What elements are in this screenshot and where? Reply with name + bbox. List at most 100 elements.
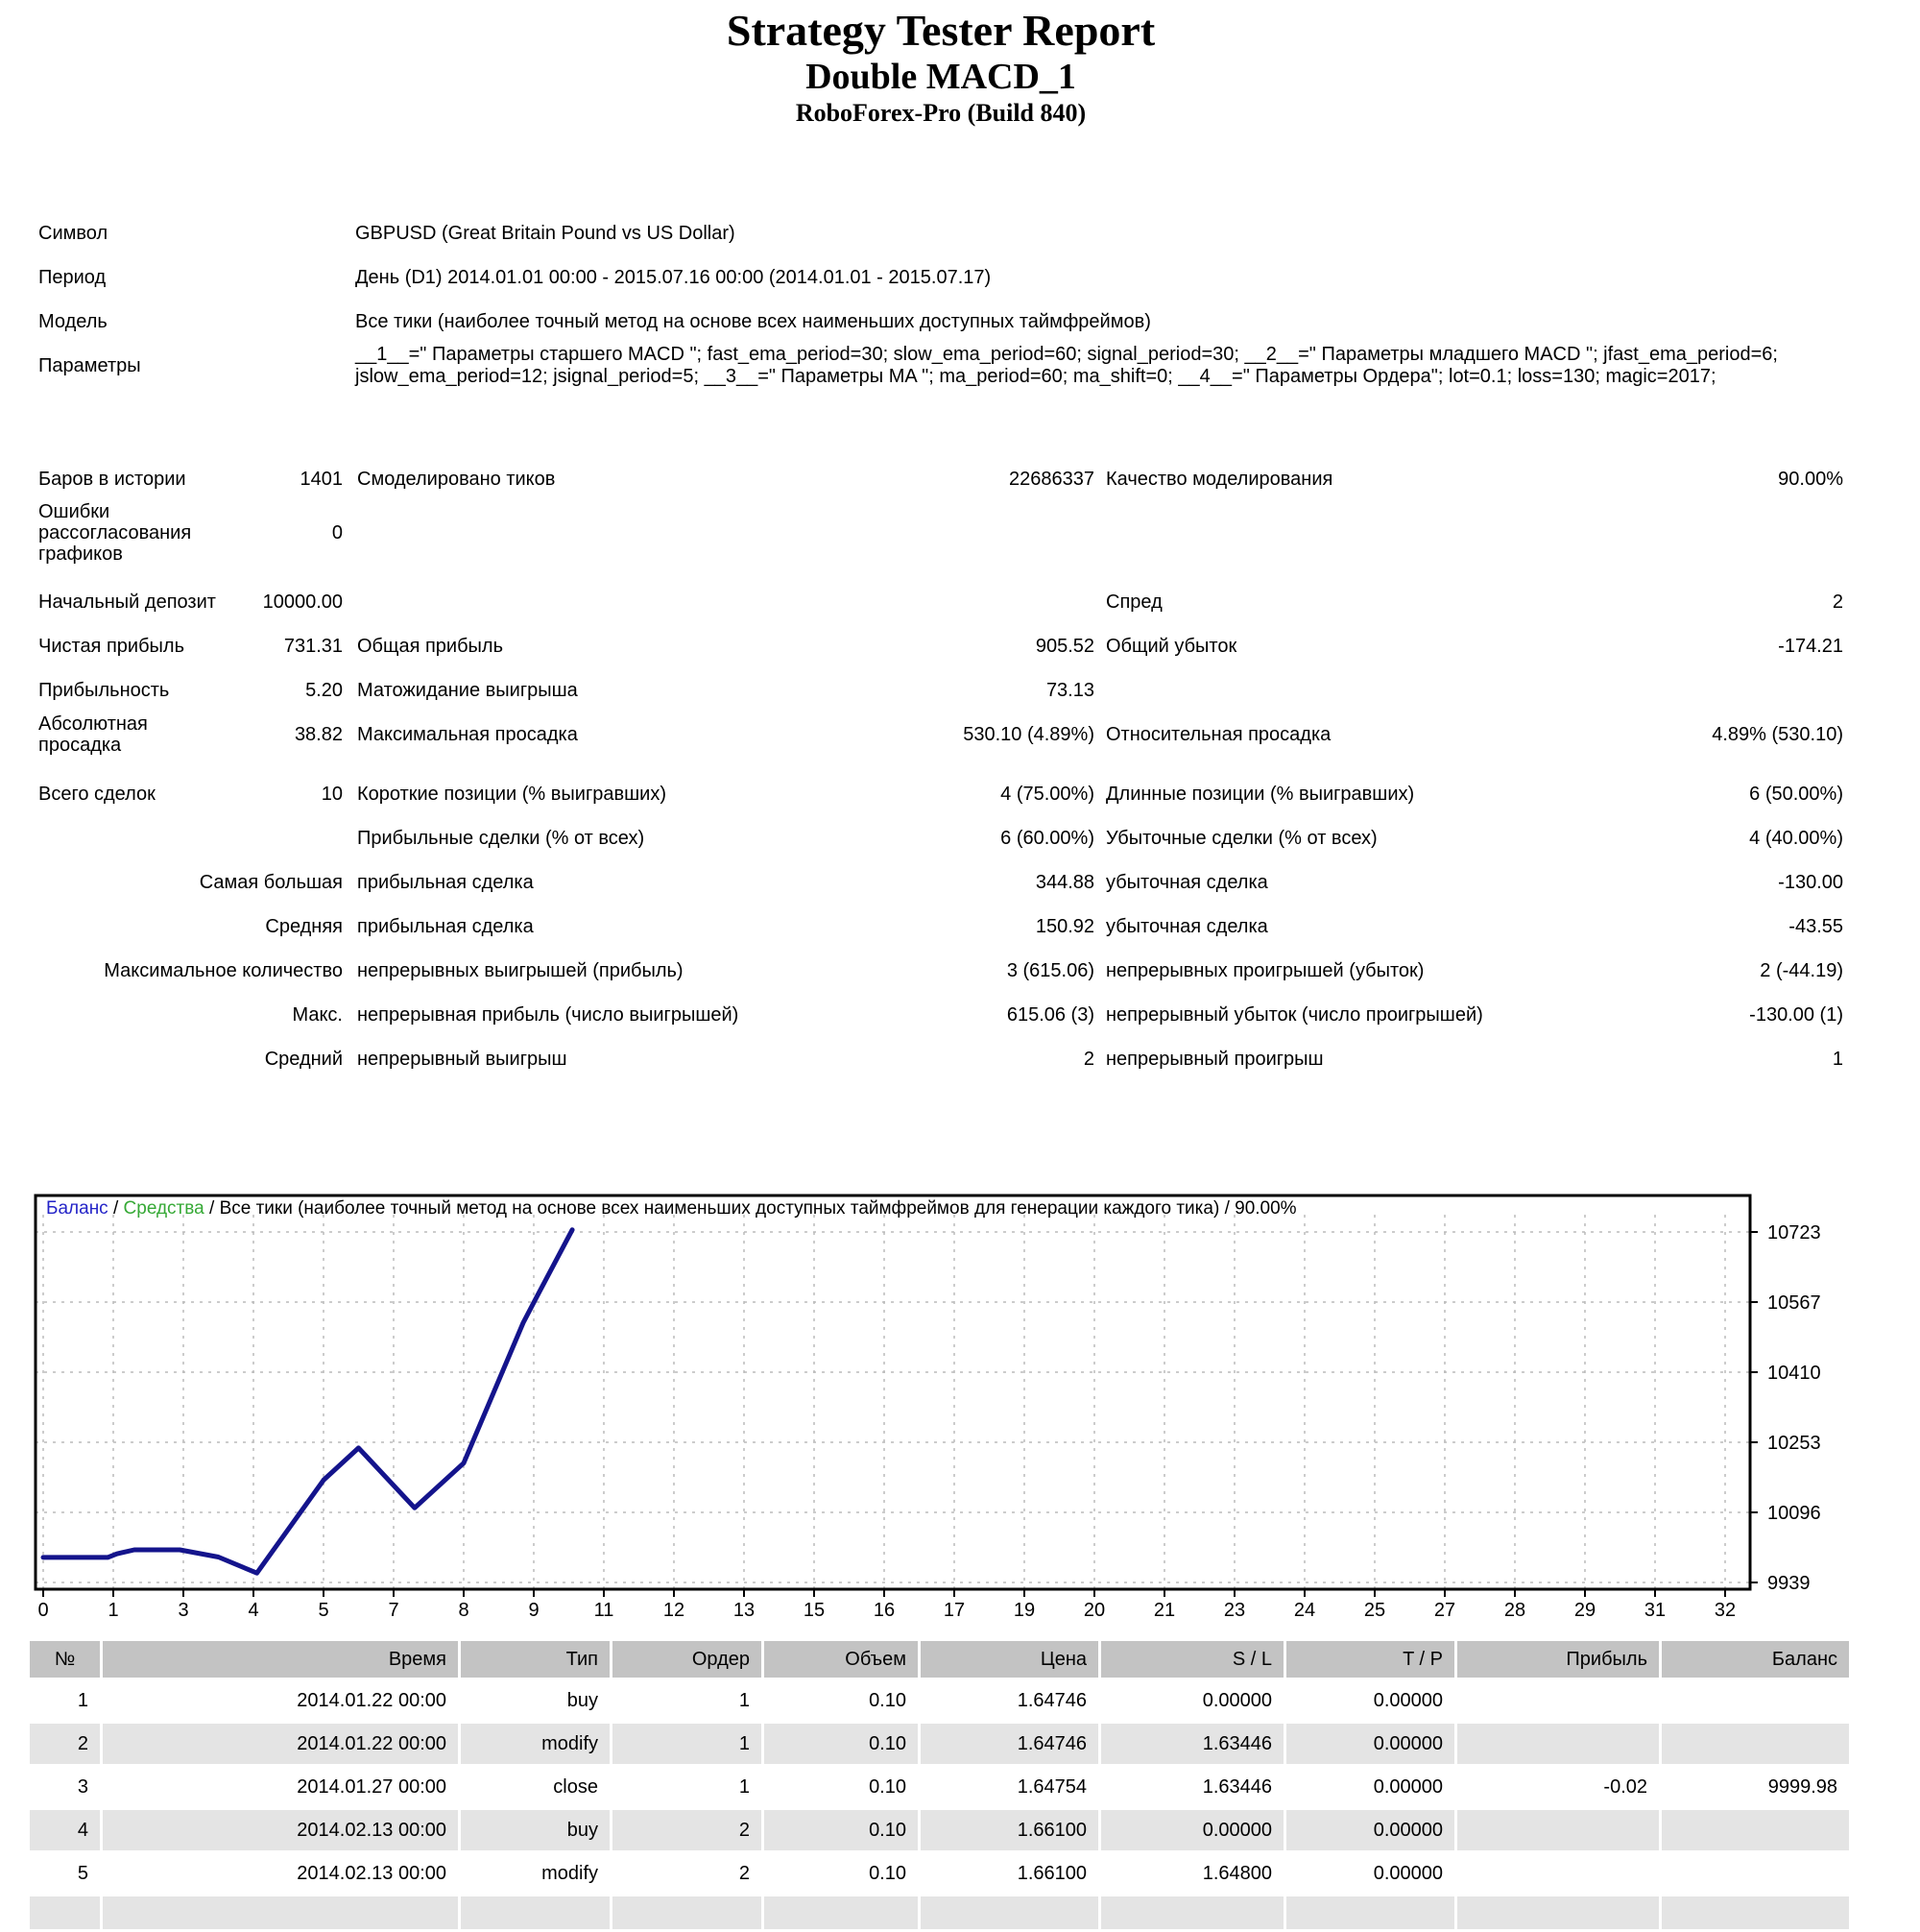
stat-label: убыточная сделка — [1106, 872, 1268, 893]
x-tick-label: 1 — [108, 1600, 118, 1621]
x-tick-label: 4 — [248, 1600, 258, 1621]
stat-cell: Чистая прибыль 731.31 — [38, 636, 343, 658]
stat-label: Прибыльные сделки (% от всех) — [357, 827, 645, 849]
info-value: GBPUSD (Great Britain Pound vs US Dollar… — [355, 222, 735, 244]
table-cell: buy — [461, 1680, 610, 1721]
info-value: День (D1) 2014.01.01 00:00 - 2015.07.16 … — [355, 266, 992, 288]
stat-value: 731.31 — [283, 635, 343, 657]
table-cell — [612, 1896, 761, 1929]
y-tick-label: 10410 — [1767, 1363, 1821, 1384]
table-header-cell: Время — [103, 1641, 458, 1678]
table-row — [30, 1896, 1849, 1929]
stat-cell: Макс. — [38, 1004, 343, 1026]
table-header-cell: S / L — [1101, 1641, 1284, 1678]
stat-label: Самая большая — [199, 872, 343, 893]
stat-label: Ошибки рассогласования графиков — [38, 501, 192, 565]
table-cell: 0.00000 — [1286, 1853, 1454, 1894]
stat-value: 1401 — [300, 468, 344, 490]
stat-row: Ошибки рассогласования графиков 0 — [0, 501, 1920, 565]
stat-cell: Всего сделок 10 — [38, 784, 343, 806]
stat-label: непрерывный выигрыш — [357, 1048, 567, 1070]
table-cell — [1662, 1680, 1849, 1721]
stat-cell: Абсолютная просадка 38.82 — [38, 713, 343, 756]
stat-label: прибыльная сделка — [357, 915, 534, 937]
stat-value: 10 — [321, 783, 343, 805]
table-cell: 2014.01.22 00:00 — [103, 1724, 458, 1764]
stat-label: непрерывный проигрыш — [1106, 1049, 1324, 1070]
table-cell — [1662, 1724, 1849, 1764]
stat-value: -130.00 — [1778, 871, 1843, 893]
info-label: Период — [38, 266, 107, 288]
table-cell — [1662, 1853, 1849, 1894]
table-cell: 3 — [30, 1767, 100, 1807]
chart-canvas: 0 1 3 4 5 7 8 9 11 12 13 15 16 17 19 20 21 23 24 25 27 28 29 31… — [34, 1194, 1821, 1621]
stat-value: 10000.00 — [262, 591, 343, 613]
table-cell: 2 — [612, 1810, 761, 1850]
legend-model-text: Все тики (наиболее точный метод на основ… — [219, 1198, 1297, 1219]
stat-row: Прибыльность 5.20 Матожидание выигрыша 73.1… — [0, 668, 1920, 712]
x-tick-label: 29 — [1574, 1600, 1596, 1621]
statistics-block: Баров в истории 1401 Смоделировано тиков 22… — [0, 457, 1920, 1097]
report-header: Strategy Tester Report Double MACD_1 Rob… — [0, 6, 1882, 129]
stat-value: 3 (615.06) — [1006, 959, 1094, 981]
y-tick-label: 10567 — [1767, 1292, 1821, 1314]
table-cell — [461, 1896, 610, 1929]
stat-value: 1 — [1832, 1048, 1843, 1070]
stat-label: Общий убыток — [1106, 636, 1237, 657]
stat-label: Максимальное количество — [104, 960, 343, 981]
stat-label: непрерывная прибыль (число выигрышей) — [357, 1003, 739, 1026]
table-cell: 0.10 — [764, 1810, 918, 1850]
table-row: 2 2014.01.22 00:00 modify 1 0.10 1.64746 1.634… — [30, 1724, 1849, 1764]
table-cell — [1662, 1896, 1849, 1929]
stat-label: непрерывный убыток (число проигрышей) — [1106, 1004, 1483, 1026]
x-tick-label: 3 — [178, 1600, 188, 1621]
stat-label: Чистая прибыль — [38, 636, 184, 657]
table-cell — [1457, 1724, 1659, 1764]
stat-label: Начальный депозит — [38, 592, 216, 613]
stat-row: Макс. непрерывная прибыль (число выигрыше… — [0, 993, 1920, 1037]
x-tick-label: 9 — [528, 1600, 539, 1621]
x-tick-label: 24 — [1294, 1600, 1315, 1621]
stat-label: Средний — [264, 1049, 343, 1070]
page-title: Strategy Tester Report — [726, 6, 1156, 55]
table-row: 4 2014.02.13 00:00 buy 2 0.10 1.66100 0.00000 0… — [30, 1810, 1849, 1850]
stat-value: 344.88 — [1035, 871, 1094, 893]
table-cell: 2014.02.13 00:00 — [103, 1853, 458, 1894]
table-cell: 0.00000 — [1286, 1767, 1454, 1807]
table-cell: modify — [461, 1724, 610, 1764]
table-cell: 9999.98 — [1662, 1767, 1849, 1807]
table-cell: 2014.01.22 00:00 — [103, 1680, 458, 1721]
x-tick-label: 32 — [1715, 1600, 1736, 1621]
table-cell — [103, 1896, 458, 1929]
x-tick-label: 27 — [1434, 1600, 1455, 1621]
stat-label: непрерывных выигрышей (прибыль) — [357, 959, 684, 981]
x-tick-label: 11 — [594, 1600, 614, 1621]
server-name: RoboForex-Pro (Build 840) — [795, 99, 1087, 127]
x-tick-label: 8 — [458, 1600, 468, 1621]
stat-cell: Баров в истории 1401 — [38, 469, 343, 491]
table-cell — [1457, 1680, 1659, 1721]
info-value: __1__=" Параметры старшего MACD "; fast_… — [355, 344, 1778, 387]
stat-value: 6 (60.00%) — [1000, 827, 1094, 849]
table-cell: close — [461, 1767, 610, 1807]
table-cell: 1.64746 — [921, 1724, 1098, 1764]
stat-label: Относительная просадка — [1106, 724, 1332, 745]
table-cell: 1.64754 — [921, 1767, 1098, 1807]
stat-row: Баров в истории 1401 Смоделировано тиков 22… — [0, 457, 1920, 501]
stat-value: 4 (75.00%) — [1000, 783, 1094, 805]
table-cell: 2 — [30, 1724, 100, 1764]
table-cell — [1457, 1810, 1659, 1850]
x-tick-label: 16 — [874, 1600, 895, 1621]
stat-label: Средняя — [265, 916, 343, 937]
x-tick-label: 20 — [1084, 1600, 1105, 1621]
stat-value: 615.06 (3) — [1006, 1003, 1094, 1026]
stat-label: Качество моделирования — [1106, 469, 1333, 490]
stats-section: Баров в истории 1401 Смоделировано тиков 22… — [0, 457, 1920, 566]
stat-label: Общая прибыль — [357, 635, 504, 657]
stat-label: Прибыльность — [38, 680, 170, 701]
stat-label: Убыточные сделки (% от всех) — [1106, 828, 1378, 849]
x-tick-label: 21 — [1154, 1600, 1175, 1621]
stat-row: Средний непрерывный выигрыш 2 непрерывный п… — [0, 1037, 1920, 1081]
info-row-model: Модель Все тики (наиболее точный метод н… — [38, 300, 1814, 344]
